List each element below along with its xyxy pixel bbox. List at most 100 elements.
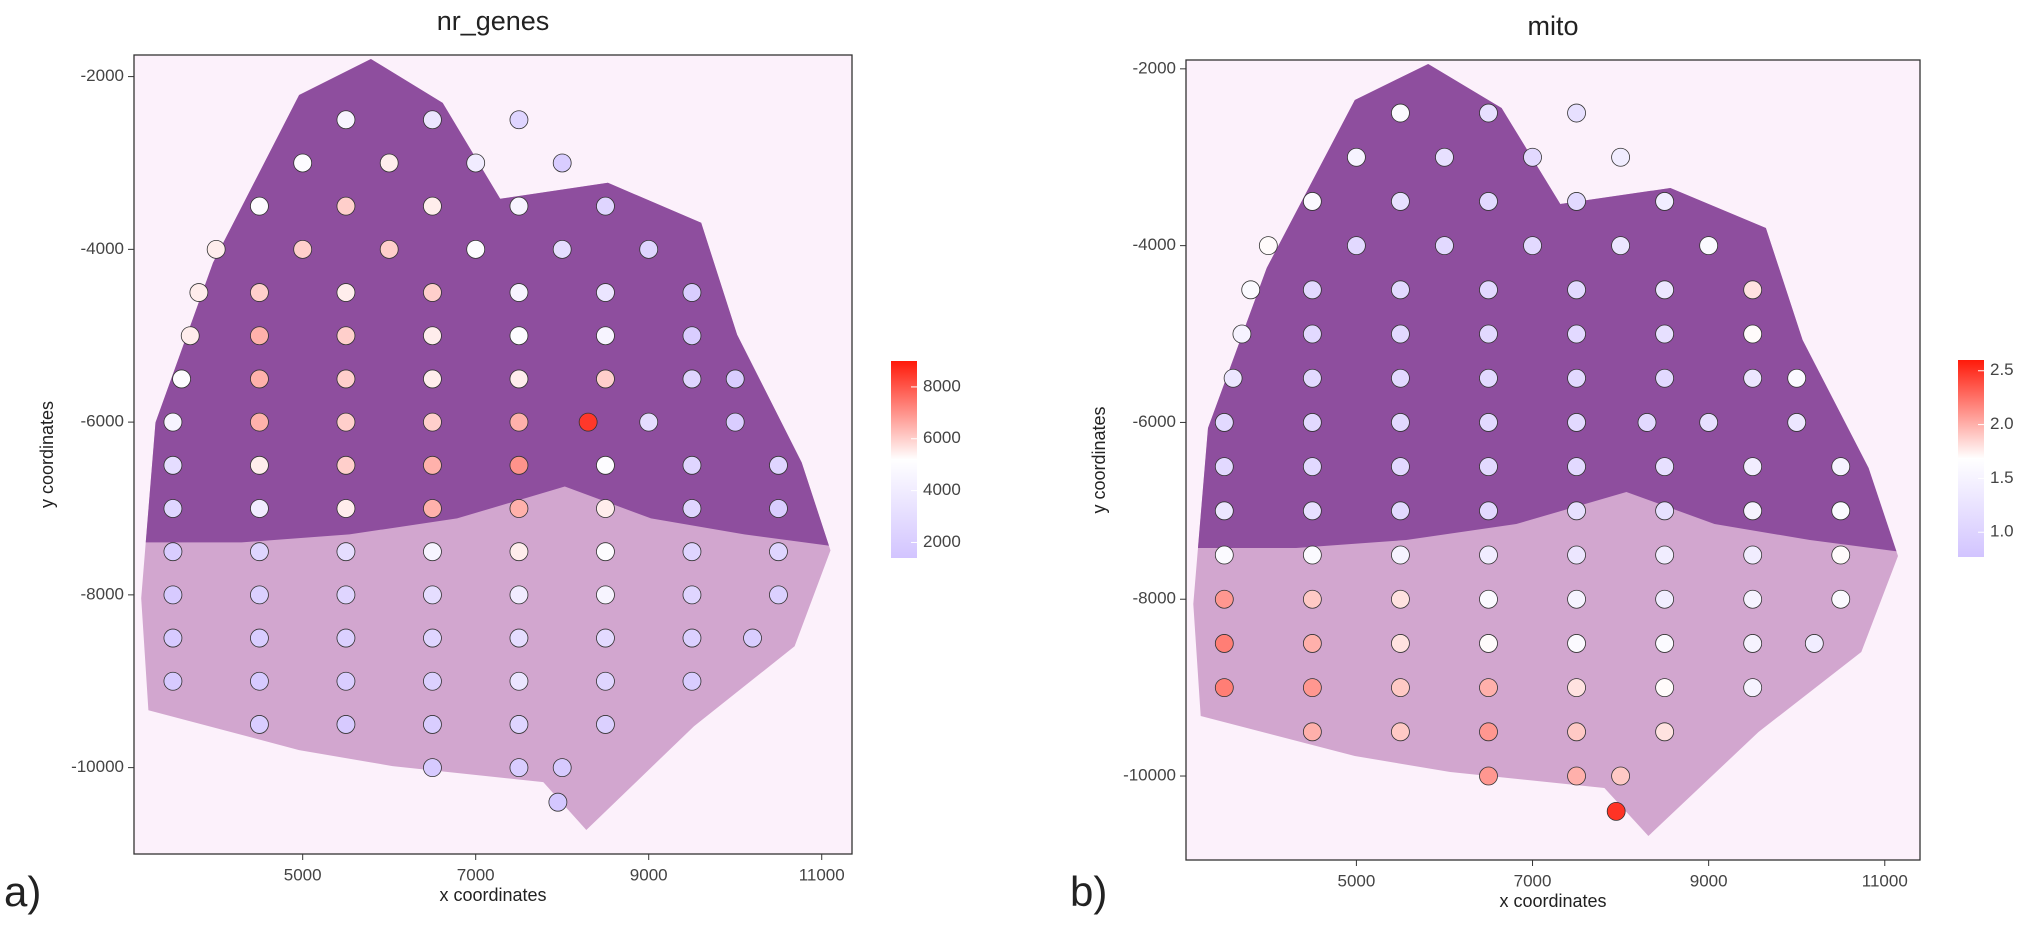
spot (1567, 634, 1586, 653)
spot (1743, 368, 1763, 388)
spot (1391, 589, 1410, 609)
spot (336, 585, 356, 605)
spot (336, 283, 356, 302)
spot (596, 455, 615, 475)
spot (336, 715, 356, 734)
spot (769, 542, 788, 562)
spot (423, 585, 442, 605)
spot (1302, 501, 1322, 521)
spot (509, 499, 529, 518)
colorbar-tick-label: 2.0 (1990, 414, 2014, 433)
spot (1787, 368, 1807, 388)
spot (163, 585, 183, 605)
x-tick-label: 11000 (799, 865, 845, 884)
spot (466, 153, 486, 173)
spot (189, 283, 209, 302)
x-tick-label: 9000 (1690, 871, 1728, 890)
spot (682, 369, 702, 389)
spot (509, 110, 529, 130)
spot (1655, 192, 1675, 211)
spot (1214, 678, 1234, 698)
spot (1567, 545, 1586, 565)
spot (1479, 103, 1498, 123)
x-tick-label: 11000 (1862, 871, 1908, 890)
spot (250, 715, 269, 734)
spot (1743, 501, 1763, 521)
spot (206, 239, 226, 259)
spot (1479, 722, 1498, 742)
spot (682, 499, 702, 518)
spot (1567, 103, 1586, 123)
x-tick-label: 7000 (1514, 871, 1552, 890)
spot (336, 326, 356, 346)
plot-border (133, 54, 853, 855)
spot (509, 628, 529, 648)
spot (509, 585, 529, 605)
spot (552, 153, 572, 173)
spot (1699, 413, 1719, 432)
chart-title: mito (1527, 11, 1578, 41)
spot (1302, 722, 1322, 742)
spot (336, 110, 356, 130)
spot (423, 110, 442, 130)
spot (1655, 722, 1675, 742)
spot (1523, 147, 1542, 167)
spot (509, 326, 529, 346)
spot (163, 542, 183, 562)
spot (596, 715, 615, 734)
spot (1391, 413, 1410, 432)
spot (1302, 634, 1322, 653)
spot (1479, 457, 1498, 477)
spot (1637, 413, 1657, 432)
spot (1258, 236, 1278, 256)
spot (1435, 147, 1454, 167)
spot (423, 412, 442, 432)
spot (163, 499, 183, 518)
spot (250, 628, 269, 648)
spot (596, 196, 615, 216)
spot (1567, 324, 1586, 344)
spot (1611, 236, 1630, 256)
y-tick-label: -10000 (1123, 766, 1176, 785)
spot (1655, 678, 1675, 698)
x-tick-label: 5000 (284, 865, 322, 884)
spot (1567, 280, 1586, 300)
spot (250, 542, 269, 562)
colorbar (891, 361, 917, 558)
spot (336, 628, 356, 648)
spot (336, 412, 356, 432)
spot (1391, 280, 1410, 300)
spot (596, 499, 615, 518)
spot (1611, 147, 1630, 167)
y-tick-label: -6000 (1133, 412, 1176, 431)
spot (336, 671, 356, 691)
spot (1232, 324, 1252, 344)
spot (1567, 413, 1586, 432)
spot (1743, 545, 1763, 565)
spot (1479, 766, 1498, 786)
spot (682, 671, 702, 691)
spot (1655, 324, 1675, 344)
spot (1479, 368, 1498, 388)
spot (1567, 678, 1586, 698)
colorbar-tick-label: 2000 (923, 532, 961, 551)
spot (1302, 545, 1322, 565)
spot (1743, 678, 1763, 698)
spot (379, 153, 399, 173)
spot (250, 369, 269, 389)
spot (1479, 280, 1498, 300)
spot (172, 369, 191, 389)
spot (466, 239, 486, 259)
colorbar-tick-label: 8000 (923, 376, 961, 395)
spot (293, 239, 313, 259)
spot (423, 499, 442, 518)
spot (1302, 678, 1322, 698)
spot (1655, 634, 1675, 653)
panel-label: b) (1070, 868, 1107, 915)
spot (1699, 236, 1719, 256)
spot (1567, 501, 1586, 521)
spot (1214, 413, 1234, 432)
spot (423, 758, 442, 778)
spot (578, 412, 598, 432)
spot (423, 671, 442, 691)
